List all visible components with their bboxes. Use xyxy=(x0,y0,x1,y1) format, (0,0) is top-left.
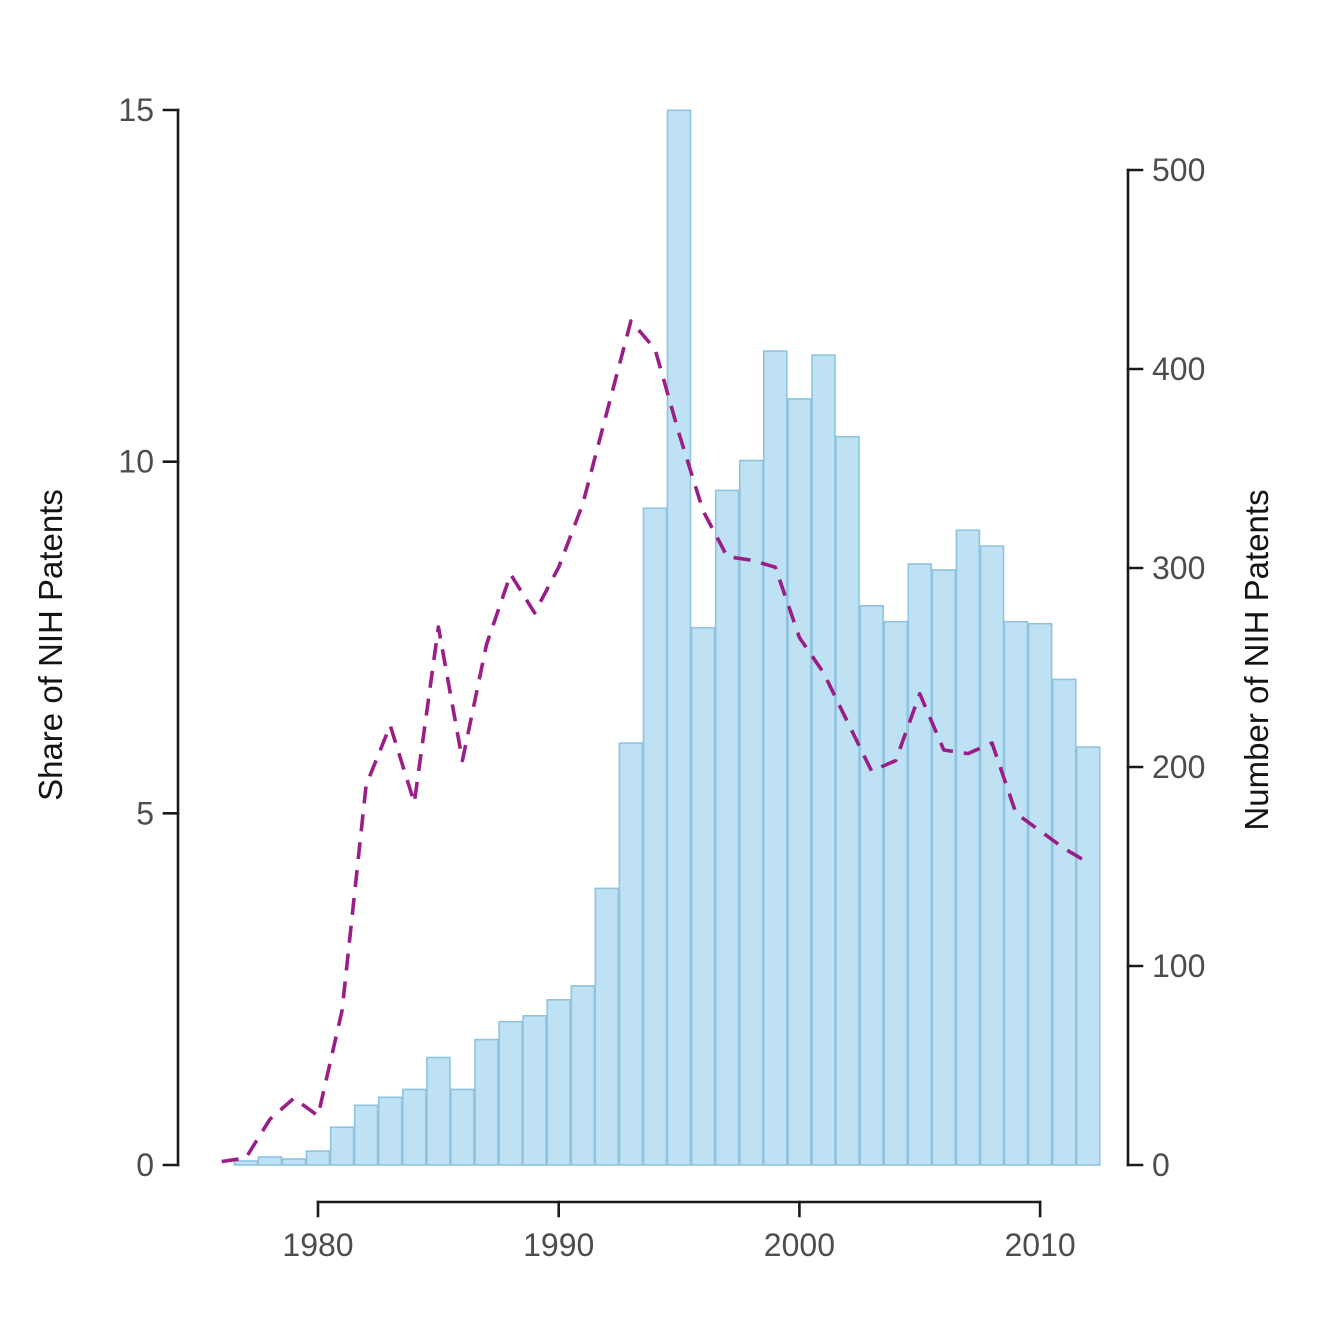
patent-count-bar-2004 xyxy=(883,620,909,1166)
patent-count-bar-2005 xyxy=(907,563,933,1166)
x-axis-tick-label: 2010 xyxy=(1005,1227,1076,1263)
x-axis-tick-label: 1990 xyxy=(523,1227,594,1263)
left-axis-tick-label: 15 xyxy=(118,92,154,128)
patent-count-bar-1983 xyxy=(377,1096,403,1166)
patent-count-bar-1998 xyxy=(738,459,764,1166)
patent-count-bar-2000 xyxy=(787,398,812,1166)
left-axis-tick-label: 10 xyxy=(118,444,154,480)
patent-count-bar-1978 xyxy=(257,1156,283,1166)
patent-count-bar-1979 xyxy=(281,1158,307,1166)
patent-count-bar-2007 xyxy=(955,529,981,1166)
patent-count-bar-2006 xyxy=(931,569,957,1166)
patent-count-bar-1993 xyxy=(618,742,644,1166)
patent-count-bar-1985 xyxy=(426,1056,451,1166)
left-axis-tick-label: 0 xyxy=(136,1147,154,1183)
right-axis-tick-label: 300 xyxy=(1152,550,1205,586)
right-axis-tick-label: 500 xyxy=(1152,152,1205,188)
right-axis-title: Number of NIH Patents xyxy=(1238,489,1275,830)
patent-count-bar-1995 xyxy=(666,109,692,1166)
patent-count-bar-2003 xyxy=(859,604,884,1166)
patent-count-bar-1977 xyxy=(233,1160,259,1166)
right-axis-tick-label: 100 xyxy=(1152,948,1205,984)
patent-count-bar-2002 xyxy=(835,435,860,1166)
line-series-group xyxy=(221,319,1090,1164)
patent-count-bar-1990 xyxy=(546,998,572,1166)
patent-count-bar-1984 xyxy=(401,1088,427,1166)
right-axis-tick-label: 200 xyxy=(1152,749,1205,785)
patent-count-bar-1997 xyxy=(714,489,740,1166)
patent-count-bar-1981 xyxy=(329,1126,355,1166)
x-axis-tick-label: 2000 xyxy=(764,1227,835,1263)
right-axis-tick-label: 400 xyxy=(1152,351,1205,387)
patent-count-bar-2012 xyxy=(1075,746,1101,1166)
patent-count-bar-1992 xyxy=(594,887,620,1166)
x-axis-tick-label: 1980 xyxy=(282,1227,353,1263)
right-axis-tick-label: 0 xyxy=(1152,1147,1170,1183)
bars-series-group xyxy=(233,109,1101,1166)
patent-count-bar-1980 xyxy=(305,1150,331,1166)
left-axis-title: Share of NIH Patents xyxy=(32,489,69,801)
patent-count-bar-2010 xyxy=(1027,622,1053,1166)
patent-count-bar-1988 xyxy=(498,1020,523,1166)
patent-count-bar-1987 xyxy=(474,1038,499,1166)
patent-share-line xyxy=(221,319,1090,1164)
patent-count-bar-1991 xyxy=(570,985,596,1166)
patent-count-bar-2008 xyxy=(979,545,1005,1166)
patent-count-bar-2011 xyxy=(1051,678,1077,1166)
patent-count-bar-1996 xyxy=(690,626,716,1166)
patent-count-bar-1994 xyxy=(642,507,668,1166)
patent-count-bar-2009 xyxy=(1003,620,1029,1166)
left-axis-tick-label: 5 xyxy=(136,795,154,831)
patent-count-bar-1986 xyxy=(450,1088,475,1166)
patent-count-bar-1989 xyxy=(522,1014,547,1166)
patent-count-bar-1999 xyxy=(762,350,788,1166)
patent-count-bar-2001 xyxy=(811,354,836,1166)
patent-count-bar-1982 xyxy=(353,1104,379,1166)
axes-group: 0 5 10 15 0 100 200 300 400 500 1980 1990 2000 2010 xyxy=(118,92,1205,1263)
